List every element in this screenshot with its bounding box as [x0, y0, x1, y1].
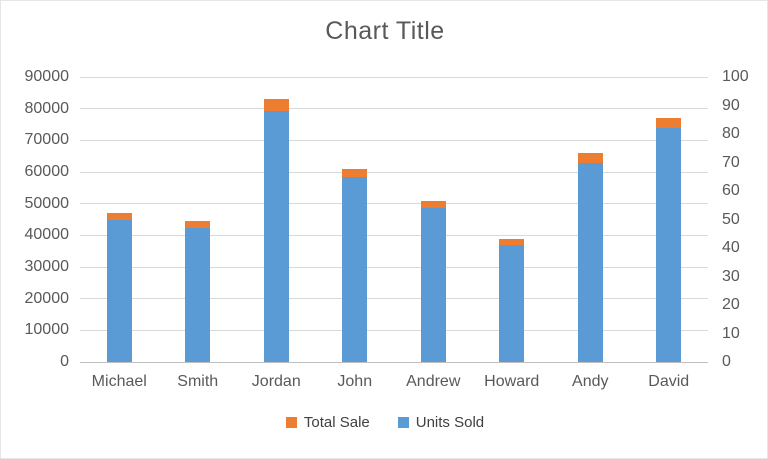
- chart-legend: Total Sale Units Sold: [1, 414, 767, 431]
- legend-swatch-total-sale: [285, 417, 297, 428]
- left-axis-tick: 60000: [24, 163, 70, 180]
- gridline: [80, 234, 708, 236]
- legend-item-units-sold: Units Sold: [397, 414, 485, 431]
- legend-label-total-sale: Total Sale: [303, 414, 370, 431]
- left-axis-tick: 10000: [24, 321, 70, 339]
- right-axis-tick: 100: [722, 68, 749, 85]
- gridline: [80, 266, 708, 268]
- right-axis: 100 90 80 70 60 50 40 30 20 10 0: [722, 68, 767, 370]
- left-axis-tick: 80000: [24, 99, 70, 117]
- x-axis-label: Andrew: [406, 373, 461, 390]
- bar-units-sold-david: [656, 128, 682, 362]
- x-axis-label: Michael: [91, 373, 147, 390]
- left-axis-tick: 70000: [24, 131, 70, 149]
- right-axis-tick: 70: [722, 153, 740, 171]
- left-axis-tick: 20000: [24, 289, 70, 307]
- gridline: [80, 329, 708, 331]
- gridline: [80, 139, 708, 141]
- right-axis-tick: 80: [722, 125, 740, 142]
- right-axis-tick: 10: [722, 324, 740, 342]
- right-axis-tick: 20: [722, 296, 740, 313]
- x-axis: Michael Smith Jordan John Andrew Howard Andy Da…: [80, 373, 708, 395]
- chart-title: Chart Title: [325, 17, 445, 45]
- left-axis-tick: 50000: [24, 194, 70, 212]
- left-axis-tick: 30000: [24, 258, 70, 275]
- left-axis-tick: 40000: [24, 226, 70, 244]
- gridline: [80, 298, 708, 300]
- x-axis-label: John: [337, 373, 373, 390]
- bar-units-sold-jordan: [263, 111, 289, 362]
- x-axis-label: Howard: [484, 373, 540, 390]
- bar-units-sold-andy: [577, 162, 603, 362]
- left-axis: 90000 80000 70000 60000 50000 40000 30000 20000…: [1, 68, 70, 370]
- left-axis-tick: 0: [60, 353, 69, 370]
- x-axis-label: Jordan: [251, 373, 301, 390]
- gridline: [80, 203, 708, 205]
- legend-label-units-sold: Units Sold: [415, 414, 485, 431]
- legend-swatch-units-sold: [397, 417, 409, 428]
- x-axis-label: Andy: [572, 373, 609, 390]
- right-axis-tick: 60: [722, 182, 740, 199]
- x-axis-label: Smith: [177, 373, 219, 390]
- gridline: [80, 108, 708, 110]
- bar-units-sold-andrew: [420, 208, 446, 362]
- right-axis-tick: 30: [722, 267, 740, 285]
- bar-units-sold-michael: [106, 219, 132, 362]
- legend-item-total-sale: Total Sale: [285, 414, 370, 431]
- x-axis-label: David: [648, 373, 690, 390]
- gridline: [80, 76, 708, 78]
- right-axis-tick: 0: [722, 353, 731, 370]
- bar-units-sold-smith: [185, 228, 211, 362]
- left-axis-tick: 90000: [24, 68, 70, 85]
- bar-units-sold-howard: [499, 245, 525, 362]
- bar-units-sold-john: [342, 176, 368, 362]
- gridline: [80, 171, 708, 173]
- right-axis-tick: 90: [722, 96, 740, 114]
- right-axis-tick: 40: [722, 239, 740, 256]
- right-axis-tick: 50: [722, 210, 740, 228]
- plot-area: [80, 76, 708, 363]
